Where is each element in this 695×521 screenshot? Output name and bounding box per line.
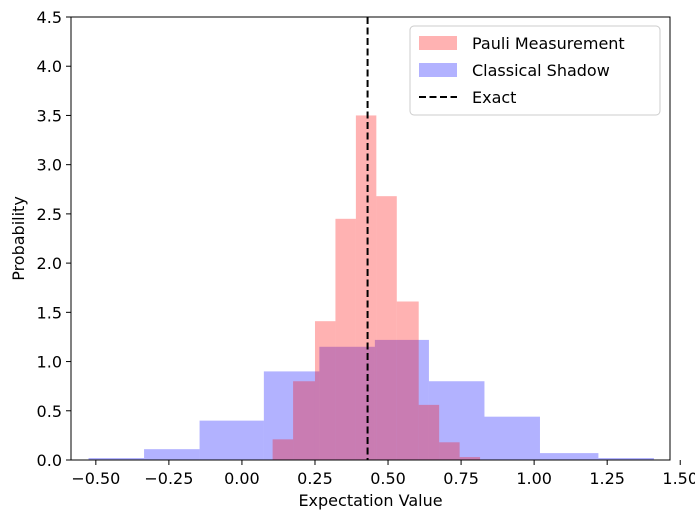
legend-label-exact: Exact bbox=[472, 88, 516, 107]
classical-shadow-bar bbox=[428, 381, 485, 460]
x-tick-label: 0.00 bbox=[224, 469, 260, 488]
y-tick-label: 2.0 bbox=[37, 254, 62, 273]
x-tick-label: 1.50 bbox=[662, 469, 695, 488]
y-tick-label: 4.5 bbox=[37, 8, 62, 27]
y-tick-label: 4.0 bbox=[37, 57, 62, 76]
legend-box bbox=[409, 25, 661, 116]
y-axis-label: Probability bbox=[9, 196, 28, 281]
y-tick-label: 2.5 bbox=[37, 205, 62, 224]
y-tick-label: 3.0 bbox=[37, 156, 62, 175]
axes-frame bbox=[70, 16, 671, 461]
pauli-measurement-bar bbox=[376, 196, 397, 461]
y-tick-label: 3.5 bbox=[37, 106, 62, 125]
x-tick-label: −0.25 bbox=[144, 469, 193, 488]
pauli-measurement-bar bbox=[272, 439, 294, 460]
classical-shadow-bar bbox=[539, 453, 599, 460]
x-tick-label: 0.25 bbox=[297, 469, 333, 488]
x-tick-label: 1.00 bbox=[516, 469, 552, 488]
x-tick-label: 1.25 bbox=[589, 469, 625, 488]
classical-shadow-bar bbox=[144, 449, 200, 460]
classical-shadow-bar bbox=[484, 416, 540, 460]
classical-shadow-bar bbox=[598, 458, 654, 460]
classical-shadow-bar bbox=[88, 458, 145, 460]
plot-area bbox=[88, 17, 654, 461]
pauli-measurement-bar bbox=[335, 218, 356, 460]
y-tick-label: 0.5 bbox=[37, 402, 62, 421]
pauli-measurement-bar bbox=[418, 404, 440, 460]
classical-shadow-bar bbox=[263, 371, 320, 460]
classical-shadow-bar bbox=[199, 420, 264, 460]
axes: −0.50 −0.25 0.00 0.25 0.50 0.75 1.00 1.25 1.50 0.… bbox=[37, 8, 695, 488]
pauli-measurement-bar bbox=[396, 301, 419, 460]
pauli-measurement-bar bbox=[459, 457, 481, 460]
x-tick-label: 0.75 bbox=[443, 469, 479, 488]
legend-label-pauli-measurement: Pauli Measurement bbox=[472, 34, 625, 53]
pauli-measurement-bar bbox=[439, 442, 460, 460]
y-tick-label: 1.5 bbox=[37, 303, 62, 322]
x-axis-label: Expectation Value bbox=[298, 491, 442, 510]
series-classical-shadow bbox=[88, 339, 654, 460]
legend-swatch-pauli-measurement bbox=[419, 36, 457, 50]
y-tick-label: 0.0 bbox=[37, 451, 62, 470]
x-tick-label: −0.50 bbox=[71, 469, 120, 488]
legend: Pauli Measurement Classical Shadow Exact bbox=[409, 25, 661, 116]
pauli-measurement-bar bbox=[293, 381, 315, 460]
pauli-measurement-bar bbox=[355, 115, 377, 460]
pauli-measurement-bar bbox=[314, 321, 336, 460]
legend-swatch-classical-shadow bbox=[419, 63, 457, 77]
series-pauli-measurement bbox=[272, 115, 481, 461]
classical-shadow-bar bbox=[319, 346, 375, 460]
legend-label-classical-shadow: Classical Shadow bbox=[472, 61, 610, 80]
y-tick-label: 1.0 bbox=[37, 353, 62, 372]
x-tick-label: 0.50 bbox=[370, 469, 406, 488]
classical-shadow-bar bbox=[374, 339, 429, 460]
